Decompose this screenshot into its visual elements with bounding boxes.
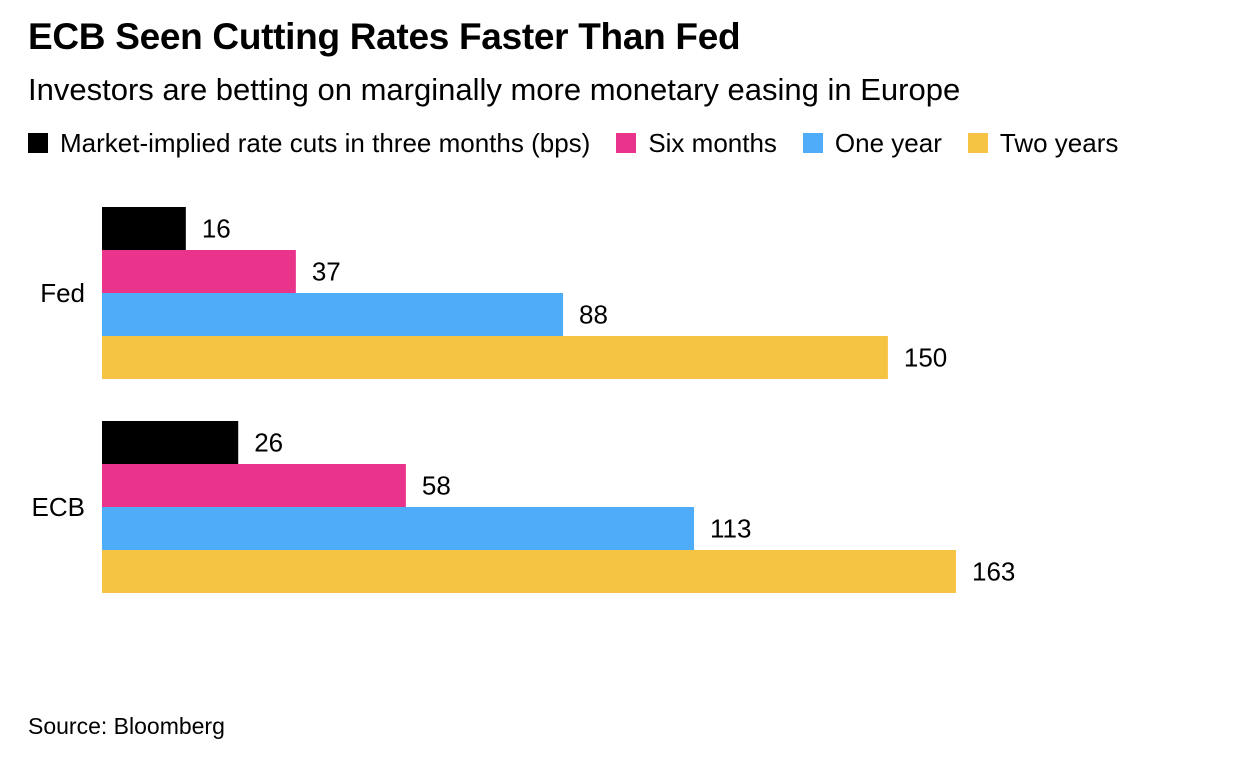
bar-ecb-one-year <box>102 507 695 550</box>
data-label-ecb-one-year: 113 <box>710 514 751 544</box>
category-label-ecb: ECB <box>32 492 85 522</box>
data-label-ecb-two-years: 163 <box>972 557 1015 587</box>
legend-item-six-months: Six months <box>616 128 777 159</box>
legend-label-six-months: Six months <box>648 127 777 158</box>
bar-ecb-three-months <box>102 421 239 464</box>
bar-fed-three-months <box>102 207 186 250</box>
legend-swatch-two-years <box>967 133 988 153</box>
source-note: Source: Bloomberg <box>28 713 225 739</box>
chart-title: ECB Seen Cutting Rates Faster Than Fed <box>28 16 741 57</box>
data-label-ecb-three-months: 26 <box>254 428 283 458</box>
data-label-fed-one-year: 88 <box>579 300 608 330</box>
bar-ecb-six-months <box>102 464 406 507</box>
legend-swatch-six-months <box>616 133 637 153</box>
data-label-fed-two-years: 150 <box>904 343 947 373</box>
legend-item-three-months: Market-implied rate cuts in three months… <box>28 128 590 159</box>
legend-label-three-months: Market-implied rate cuts in three months… <box>60 127 591 158</box>
bar-ecb-two-years <box>102 550 956 593</box>
legend-label-two-years: Two years <box>999 127 1119 158</box>
chart-subtitle: Investors are betting on marginally more… <box>28 72 961 107</box>
legend-label-one-year: One year <box>834 127 942 158</box>
bar-fed-six-months <box>102 250 296 293</box>
bar-fed-one-year <box>102 293 564 336</box>
legend: Market-implied rate cuts in three months… <box>28 126 1118 160</box>
legend-swatch-one-year <box>802 133 823 153</box>
bar-fed-two-years <box>102 336 888 379</box>
legend-item-one-year: One year <box>802 127 942 159</box>
legend-item-two-years: Two years <box>967 127 1119 159</box>
data-label-ecb-six-months: 58 <box>422 471 451 501</box>
legend-swatch-three-months <box>28 133 48 153</box>
category-label-fed: Fed <box>40 278 85 308</box>
data-label-fed-six-months: 37 <box>312 257 341 287</box>
data-label-fed-three-months: 16 <box>202 214 231 244</box>
bar-chart: Fed 16 37 88 150 ECB 26 58 113 163 <box>32 207 1015 593</box>
